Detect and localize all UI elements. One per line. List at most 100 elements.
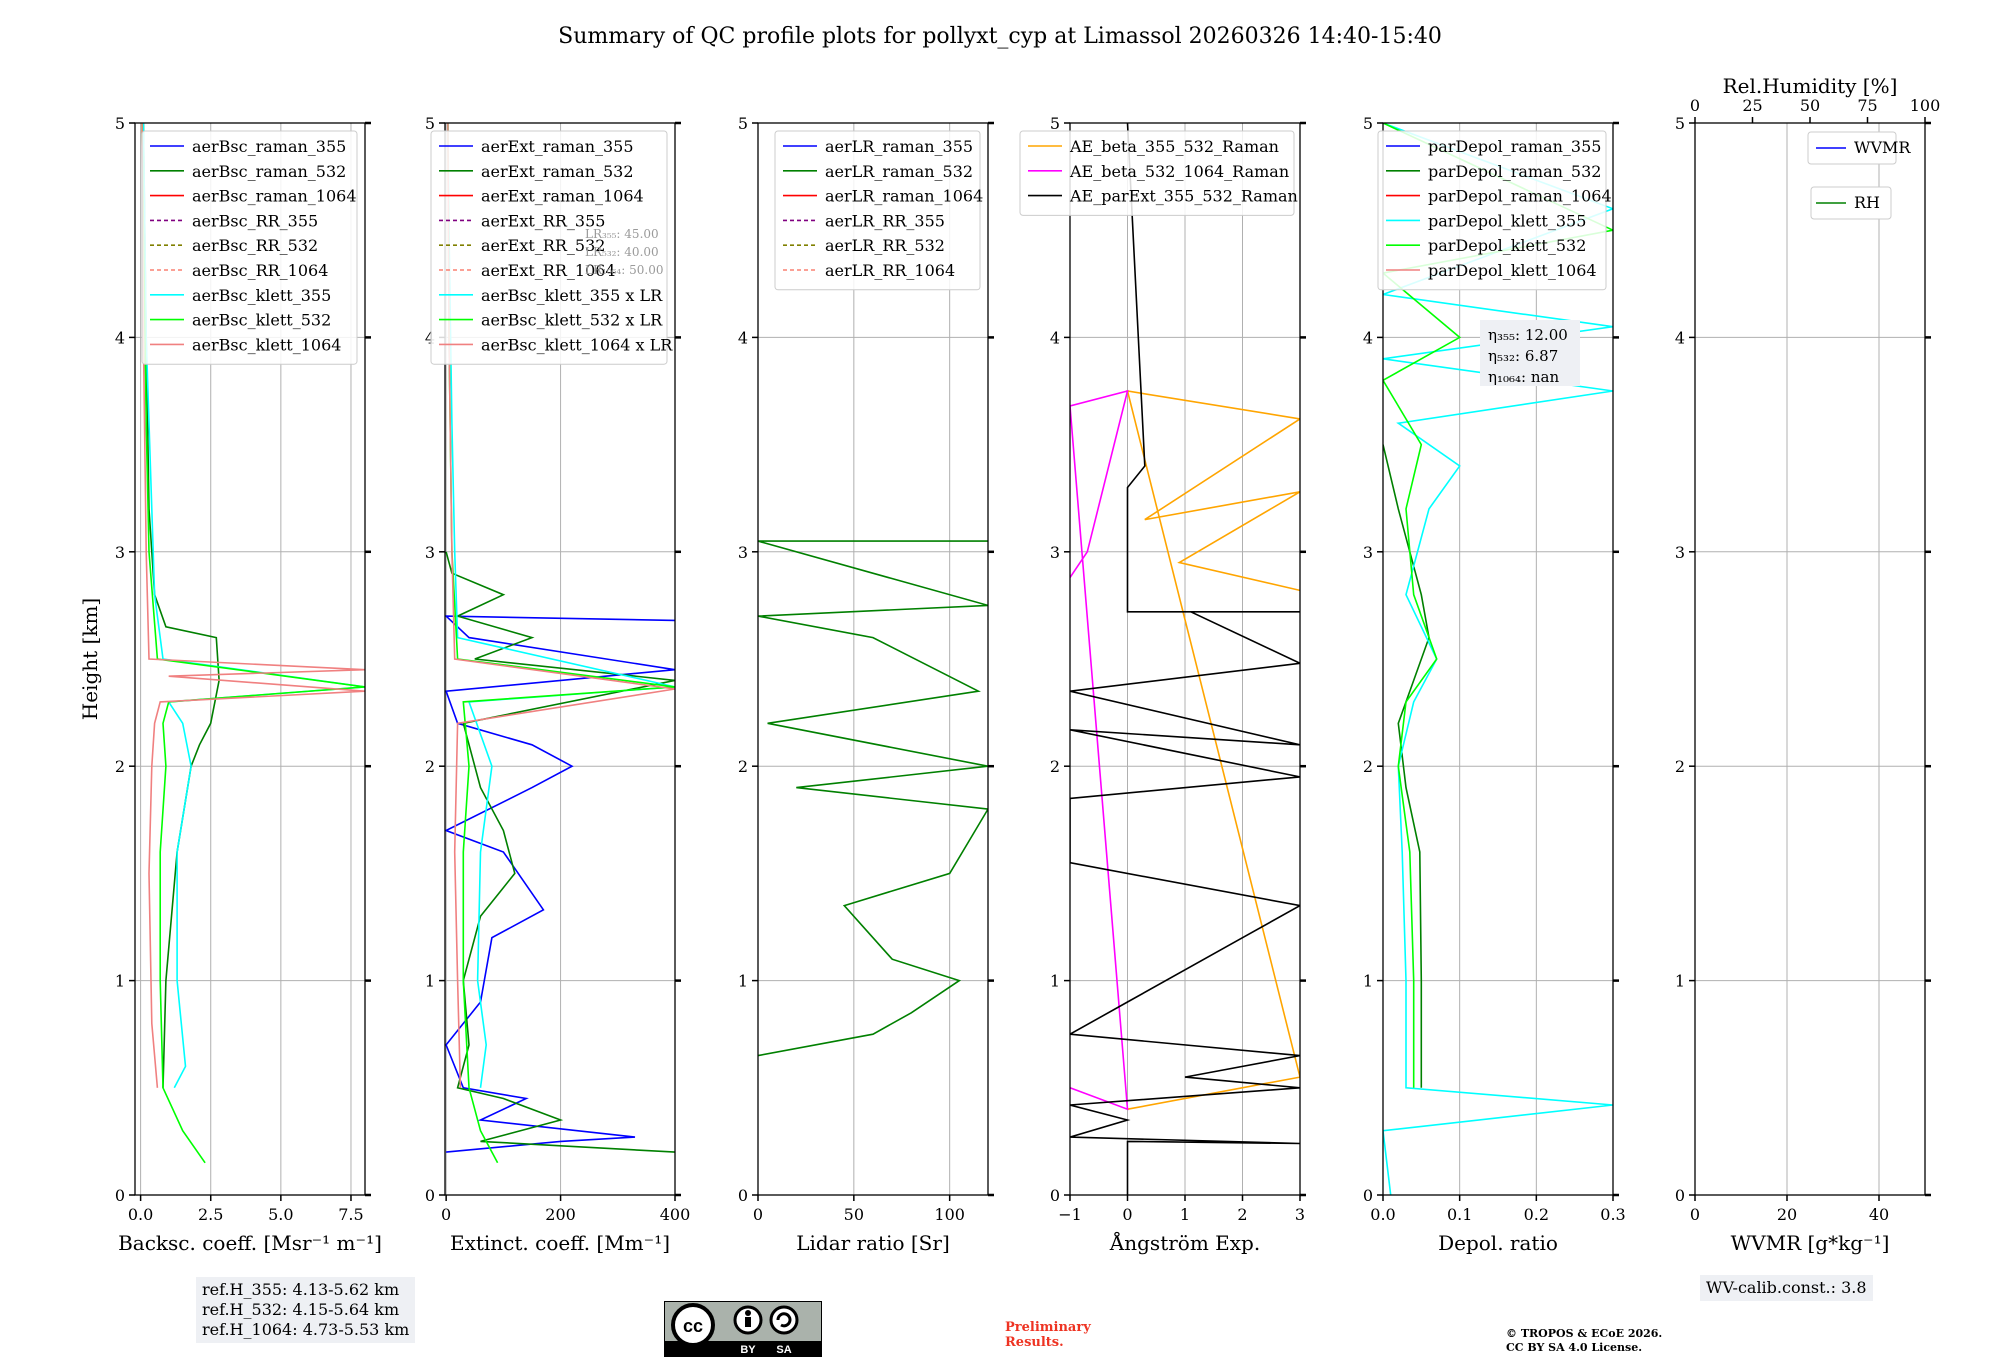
legend-label: aerExt_raman_355 bbox=[481, 137, 634, 156]
xtick-label: 5.0 bbox=[268, 1205, 293, 1224]
legend-label: aerBsc_klett_355 bbox=[192, 286, 331, 305]
x-axis-label: Lidar ratio [Sr] bbox=[796, 1231, 950, 1255]
legend-label: aerLR_RR_1064 bbox=[825, 261, 955, 280]
top-tick-label: 100 bbox=[1910, 96, 1941, 115]
series-line-aerbsc-klett-532 bbox=[141, 123, 365, 1164]
legend-label: parDepol_raman_532 bbox=[1428, 162, 1601, 181]
axes-frame bbox=[444, 122, 676, 1196]
xtick-label: 0.0 bbox=[1370, 1205, 1395, 1224]
ytick-label: 0 bbox=[1050, 1186, 1060, 1205]
top-tick-label: 50 bbox=[1800, 96, 1820, 115]
ytick-label: 2 bbox=[425, 757, 435, 776]
legend-frame bbox=[774, 130, 981, 291]
legend-label: AE_beta_355_532_Raman bbox=[1069, 137, 1279, 156]
ytick-label: 2 bbox=[1050, 757, 1060, 776]
annotation-text: η₁₀₆₄: nan bbox=[1488, 368, 1559, 386]
ytick-label: 5 bbox=[1675, 114, 1685, 133]
legend-label: AE_parExt_355_532_Raman bbox=[1069, 187, 1298, 206]
legend-label: aerBsc_RR_1064 bbox=[192, 261, 328, 280]
axes-frame bbox=[134, 122, 366, 1196]
legend-label: WVMR bbox=[1854, 138, 1911, 157]
legend-label: aerExt_RR_532 bbox=[481, 236, 605, 255]
wv-calib-text: WV-calib.const.: 3.8 bbox=[1706, 1278, 1867, 1297]
ytick-label: 1 bbox=[1050, 972, 1060, 991]
legend-label: aerLR_RR_532 bbox=[825, 236, 945, 255]
copyright-line-1: © TROPOS & ECoE 2026. bbox=[1506, 1327, 1663, 1340]
xtick-label: 50 bbox=[844, 1205, 864, 1224]
ytick-label: 0 bbox=[1675, 1186, 1685, 1205]
xtick-label: −1 bbox=[1058, 1205, 1082, 1224]
ytick-label: 3 bbox=[115, 543, 125, 562]
ytick-label: 4 bbox=[738, 328, 748, 347]
license-by-label: BY bbox=[740, 1344, 756, 1356]
y-axis-label: Height [km] bbox=[78, 598, 102, 720]
ytick-label: 2 bbox=[1363, 757, 1373, 776]
legend-label: aerBsc_raman_355 bbox=[192, 137, 346, 156]
legend-label: aerBsc_klett_1064 bbox=[192, 335, 341, 354]
ytick-label: 4 bbox=[115, 328, 125, 347]
ytick-label: 3 bbox=[425, 543, 435, 562]
ytick-label: 0 bbox=[738, 1186, 748, 1205]
legend-label: aerBsc_klett_1064 x LR bbox=[481, 335, 673, 354]
legend-frame bbox=[1810, 186, 1892, 220]
xtick-label: 0.1 bbox=[1447, 1205, 1472, 1224]
legend-frame bbox=[430, 130, 668, 365]
legend-frame bbox=[141, 130, 358, 365]
wv-calib-box: WV-calib.const.: 3.8 bbox=[1700, 1275, 1873, 1301]
legend-label: aerBsc_RR_355 bbox=[192, 211, 318, 230]
axes-frame bbox=[1069, 122, 1301, 1196]
ytick-label: 5 bbox=[425, 114, 435, 133]
ytick-label: 5 bbox=[1363, 114, 1373, 133]
ref-heights-box: ref.H_355: 4.13-5.62 km ref.H_532: 4.15-… bbox=[196, 1277, 416, 1343]
copyright-note: © TROPOS & ECoE 2026. CC BY SA 4.0 Licen… bbox=[1506, 1327, 1662, 1355]
top-axis-label: Rel.Humidity [%] bbox=[1723, 74, 1898, 98]
top-tick-label: 0 bbox=[1690, 96, 1700, 115]
xtick-label: 0.0 bbox=[128, 1205, 153, 1224]
legend: parDepol_raman_355 parDepol_raman_532 parD… bbox=[1377, 130, 1612, 291]
legend-frame bbox=[1019, 130, 1295, 216]
ref-height-532: ref.H_532: 4.15-5.64 km bbox=[202, 1300, 400, 1319]
series-line-aerbsc-klett-1064 bbox=[141, 123, 365, 1088]
series-line-aerbsc-klett-1064-x-lr bbox=[447, 123, 675, 1088]
legend: aerExt_raman_355 aerExt_raman_532 aerExt_r… bbox=[430, 130, 673, 365]
legend-frame bbox=[1377, 130, 1607, 291]
ref-height-1064: ref.H_1064: 4.73-5.53 km bbox=[202, 1320, 410, 1339]
legend-label: aerBsc_klett_532 x LR bbox=[481, 311, 663, 330]
xtick-label: 20 bbox=[1777, 1205, 1797, 1224]
legend-label: aerExt_RR_355 bbox=[481, 211, 605, 230]
panel-5: 0 1 2 3 4 5 0.0 0.1 0.2 0.3 Depol. ratio parDepol_r… bbox=[1363, 114, 1626, 1255]
series-line-ae-beta-355-532-raman bbox=[1126, 390, 1300, 1110]
annotation-box bbox=[1480, 320, 1580, 386]
annotation-text: LR₁₀₆₄: 50.00 bbox=[585, 263, 663, 277]
legend-label: parDepol_klett_355 bbox=[1428, 211, 1586, 230]
ytick-label: 4 bbox=[425, 328, 435, 347]
ytick-label: 1 bbox=[1675, 972, 1685, 991]
top-tick-label: 75 bbox=[1857, 96, 1877, 115]
ytick-label: 5 bbox=[115, 114, 125, 133]
xtick-label: 100 bbox=[934, 1205, 965, 1224]
ytick-label: 3 bbox=[1050, 543, 1060, 562]
cc-by-sa-logo: cc BY SA bbox=[664, 1301, 822, 1357]
ytick-label: 2 bbox=[738, 757, 748, 776]
figure-title: Summary of QC profile plots for pollyxt_… bbox=[558, 24, 1442, 49]
axes-frame bbox=[757, 122, 989, 1196]
svg-text:cc: cc bbox=[683, 1316, 703, 1336]
legend-label: aerLR_raman_532 bbox=[825, 162, 973, 181]
ytick-label: 0 bbox=[1363, 1186, 1373, 1205]
ytick-label: 1 bbox=[1363, 972, 1373, 991]
legend-label: aerLR_RR_355 bbox=[825, 211, 945, 230]
ytick-label: 2 bbox=[115, 757, 125, 776]
axes-frame bbox=[1382, 122, 1614, 1196]
series-line-aerlr-raman-532 bbox=[758, 540, 988, 1057]
license-sa-label: SA bbox=[776, 1344, 791, 1356]
ytick-label: 3 bbox=[738, 543, 748, 562]
xtick-label: 40 bbox=[1869, 1205, 1889, 1224]
series-line-aerbsc-klett-355 bbox=[142, 123, 365, 1089]
legend-label: aerExt_raman_1064 bbox=[481, 187, 644, 206]
annotation-text: η₃₅₅: 12.00 bbox=[1488, 326, 1568, 344]
legend-label: parDepol_raman_1064 bbox=[1428, 187, 1612, 206]
legend-label: aerExt_raman_532 bbox=[481, 162, 634, 181]
ref-height-355: ref.H_355: 4.13-5.62 km bbox=[202, 1280, 400, 1299]
